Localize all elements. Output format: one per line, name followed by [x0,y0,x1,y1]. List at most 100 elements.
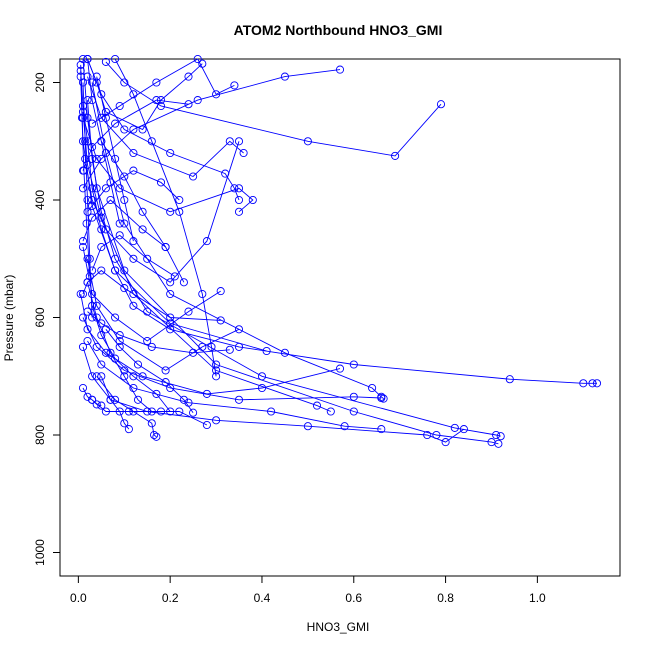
series-1 [83,96,505,441]
data-point [423,430,432,440]
data-point [97,213,106,222]
series-line-22 [91,58,235,124]
data-point [216,287,225,296]
data-point [85,254,94,263]
data-point [377,393,386,403]
data-point [494,439,503,448]
series-line-29 [87,311,230,354]
data-point [335,364,345,373]
data-point [129,289,138,299]
y-tick-label: 1000 [33,539,47,566]
data-point [120,125,129,134]
data-point [280,348,289,357]
data-point [335,65,345,74]
data-point [83,54,92,64]
data-point [161,378,170,387]
data-point [83,392,92,401]
data-point [83,254,92,263]
series-line-0 [80,70,597,384]
data-point [129,166,138,175]
data-point [579,379,588,388]
data-point [88,289,97,299]
data-point [175,195,184,205]
data-point [179,395,188,404]
data-point [505,375,514,384]
data-point [312,401,322,410]
data-point [78,342,88,351]
data-point [88,119,97,128]
data-point [147,407,156,416]
data-point [349,407,358,416]
data-point [133,360,143,369]
series-line-38 [100,141,185,283]
series-6 [101,57,446,160]
data-point [496,432,505,441]
data-point [143,307,152,316]
y-tick-label: 400 [33,190,47,210]
data-point [166,278,175,287]
x-tick-label: 0.6 [345,591,362,605]
data-point [129,254,138,263]
series-line-32 [82,82,93,318]
series-line-34 [87,282,153,412]
data-point [81,137,90,146]
data-point [202,420,211,430]
data-point [97,401,106,410]
series-line-14 [82,317,382,401]
series-line-26 [82,199,166,248]
series-35 [88,301,175,416]
data-point [120,219,129,228]
data-point [216,316,225,325]
series-line-19 [100,376,130,430]
data-point [120,372,129,381]
data-point [115,231,124,240]
data-point [234,395,244,404]
data-point [101,225,110,234]
data-point [170,272,179,281]
data-point [92,342,101,351]
data-point [184,307,193,316]
data-point [92,372,101,381]
data-point [85,272,94,281]
data-point [111,354,120,363]
y-axis: 200 400 600 800 1000 [33,72,61,566]
series-line-3 [91,82,384,399]
data-point [101,148,110,158]
data-point [138,207,147,216]
data-point [81,154,90,163]
data-point [82,219,91,228]
series-layer [76,54,602,448]
series-36 [101,325,198,417]
series-line-33 [80,64,91,277]
data-point [101,348,110,357]
data-point [303,137,312,146]
data-point [212,360,221,369]
data-point [152,389,161,398]
data-point [97,242,106,252]
data-point [92,72,101,81]
data-point [166,407,175,416]
data-point [115,407,124,416]
series-line-25 [87,170,180,213]
series-line-17 [91,399,208,426]
data-point [262,346,271,356]
series-line-10 [87,58,240,201]
data-point [92,78,101,87]
series-line-24 [82,69,341,189]
data-point [166,289,175,299]
data-point [166,207,175,216]
data-point [303,422,312,431]
data-point [143,336,152,346]
series-line-15 [87,340,382,430]
data-point [349,360,358,369]
series-line-6 [105,61,442,157]
data-point [193,54,202,64]
data-point [115,336,124,346]
data-point [129,90,138,99]
data-point [152,96,161,105]
data-point [83,72,92,81]
data-point [92,400,101,409]
series-33 [76,60,94,281]
data-point [230,184,239,193]
